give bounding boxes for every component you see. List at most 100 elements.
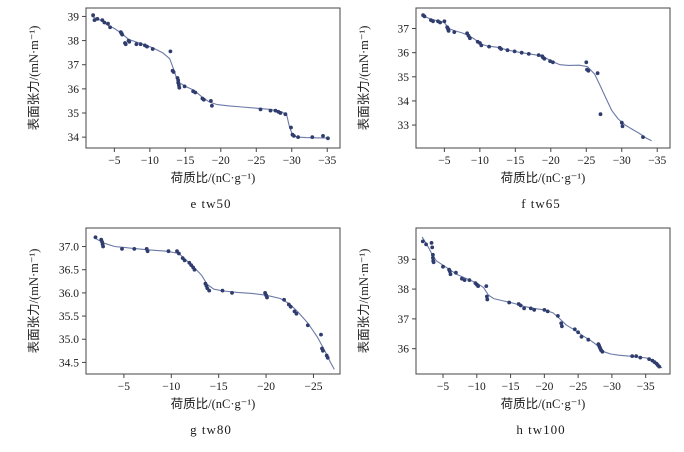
fit-line	[421, 236, 663, 369]
data-point	[108, 25, 112, 30]
y-tick-label: 34	[68, 132, 80, 144]
data-point	[258, 107, 263, 112]
y-tick-label: 34.5	[59, 357, 79, 369]
plot-frame	[85, 7, 341, 149]
y-tick-label: 35	[68, 108, 80, 120]
data-point	[138, 42, 143, 47]
data-point	[424, 242, 428, 247]
y-tick-label: 37	[398, 24, 410, 36]
y-tick-label: 38	[68, 36, 80, 48]
x-tick-label: −10	[162, 381, 180, 393]
fit-line	[91, 15, 330, 139]
data-point	[429, 241, 434, 245]
y-tick-label: 34	[398, 96, 410, 108]
data-point	[431, 255, 435, 260]
data-point	[420, 239, 425, 244]
data-point	[519, 50, 524, 55]
data-point	[586, 68, 591, 73]
data-point	[273, 108, 278, 113]
data-point	[268, 108, 273, 113]
x-tick-label: −20	[257, 381, 275, 393]
y-tick-label: 36.5	[59, 265, 79, 277]
data-point	[468, 36, 472, 41]
data-point	[532, 308, 537, 312]
y-axis-label: 表面张力/(mN·m⁻¹)	[356, 249, 371, 354]
data-point	[576, 330, 580, 335]
x-tick-label: −5	[118, 381, 130, 393]
chart-grid: −5 −10 −15 −20 −25 −30 −35 34 35 36 37 38 39 荷质比/(nC·…	[24, 0, 684, 452]
y-tick-label: 37.0	[59, 242, 79, 254]
y-tick-label: 38	[398, 284, 410, 296]
data-point	[560, 324, 564, 329]
data-point	[278, 111, 283, 115]
data-point	[559, 321, 564, 326]
y-tick-label: 33	[398, 120, 410, 132]
data-point	[292, 134, 296, 138]
data-point	[321, 134, 325, 138]
data-point	[484, 284, 489, 288]
x-tick-label: −15	[210, 381, 228, 393]
data-point	[168, 49, 173, 54]
data-point	[192, 267, 197, 272]
x-tick-label: −25	[569, 381, 587, 393]
data-point	[431, 260, 436, 265]
data-point	[619, 120, 624, 125]
y-tick-label: 36.0	[59, 288, 79, 300]
data-point	[505, 48, 510, 53]
data-point	[600, 349, 605, 354]
chart-tw80: −5 −10 −15 −20 −25 34.5 35.0 35.5 36.0 36.5 37.0 荷质…	[24, 220, 354, 452]
data-point	[150, 47, 155, 51]
data-point	[145, 44, 149, 49]
data-point	[479, 43, 484, 48]
data-point	[288, 304, 293, 309]
y-tick-label: 35.5	[59, 311, 79, 323]
y-tick-label: 37	[68, 60, 80, 72]
data-point	[485, 297, 490, 302]
data-point	[101, 244, 105, 249]
y-tick-label: 39	[398, 254, 410, 266]
y-tick-label: 35.0	[59, 334, 79, 346]
y-tick-label: 35	[398, 72, 410, 84]
data-point	[95, 17, 100, 21]
data-point	[442, 19, 447, 24]
data-point	[123, 42, 128, 47]
y-tick-label: 37	[398, 314, 410, 326]
data-point	[641, 135, 645, 140]
data-point	[182, 258, 187, 263]
x-tick-label: −25	[247, 155, 265, 167]
data-point	[542, 56, 547, 61]
plot-frame	[415, 7, 671, 149]
data-point	[282, 297, 286, 302]
data-point	[462, 278, 467, 282]
data-point	[586, 337, 591, 342]
y-axis-label: 表面张力/(mN·m⁻¹)	[26, 26, 41, 131]
x-tick-label: −15	[176, 155, 194, 167]
data-point	[441, 264, 445, 269]
x-tick-label: −30	[283, 155, 301, 167]
data-point	[536, 53, 541, 57]
data-point	[430, 245, 435, 250]
data-point	[448, 272, 453, 277]
x-tick-label: −15	[502, 381, 520, 393]
y-tick-label: 36	[398, 344, 410, 356]
plot-tw50: −5 −10 −15 −20 −25 −30 −35 34 35 36 37 38 39 荷质比/(nC·…	[26, 7, 341, 185]
data-point	[283, 112, 288, 117]
data-point	[106, 21, 110, 26]
data-point	[542, 308, 547, 312]
y-tick-label: 36	[68, 84, 80, 96]
x-tick-label: −10	[141, 155, 159, 167]
data-point	[294, 311, 299, 316]
data-point	[120, 32, 125, 37]
x-tick-label: −35	[648, 155, 666, 167]
plot-frame	[415, 227, 671, 375]
data-point	[556, 314, 560, 318]
x-tick-label: −10	[471, 155, 489, 167]
data-point	[422, 14, 427, 19]
chart-caption-tw80: g tw80	[190, 422, 232, 437]
x-axis-label: 荷质比/(nC·g⁻¹)	[501, 397, 586, 411]
data-point	[220, 288, 225, 293]
fit-line	[421, 14, 652, 142]
chart-tw65: −5 −10 −15 −20 −25 −30 −35 33 34 35 36 37 荷质比/(nC·g⁻…	[354, 0, 684, 220]
fit-line	[93, 236, 335, 370]
